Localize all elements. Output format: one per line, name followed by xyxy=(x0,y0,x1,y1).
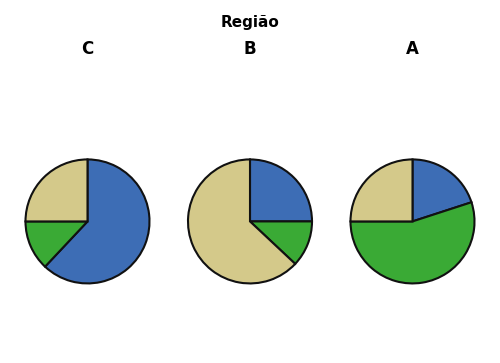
Wedge shape xyxy=(26,159,88,221)
Wedge shape xyxy=(250,221,312,264)
Text: Região: Região xyxy=(220,15,280,29)
Wedge shape xyxy=(188,159,295,284)
Text: C: C xyxy=(82,40,94,58)
Wedge shape xyxy=(412,159,472,221)
Wedge shape xyxy=(45,159,150,284)
Wedge shape xyxy=(350,202,474,284)
Text: B: B xyxy=(244,40,256,58)
Wedge shape xyxy=(350,159,412,221)
Wedge shape xyxy=(250,159,312,221)
Wedge shape xyxy=(26,221,88,267)
Text: A: A xyxy=(406,40,419,58)
